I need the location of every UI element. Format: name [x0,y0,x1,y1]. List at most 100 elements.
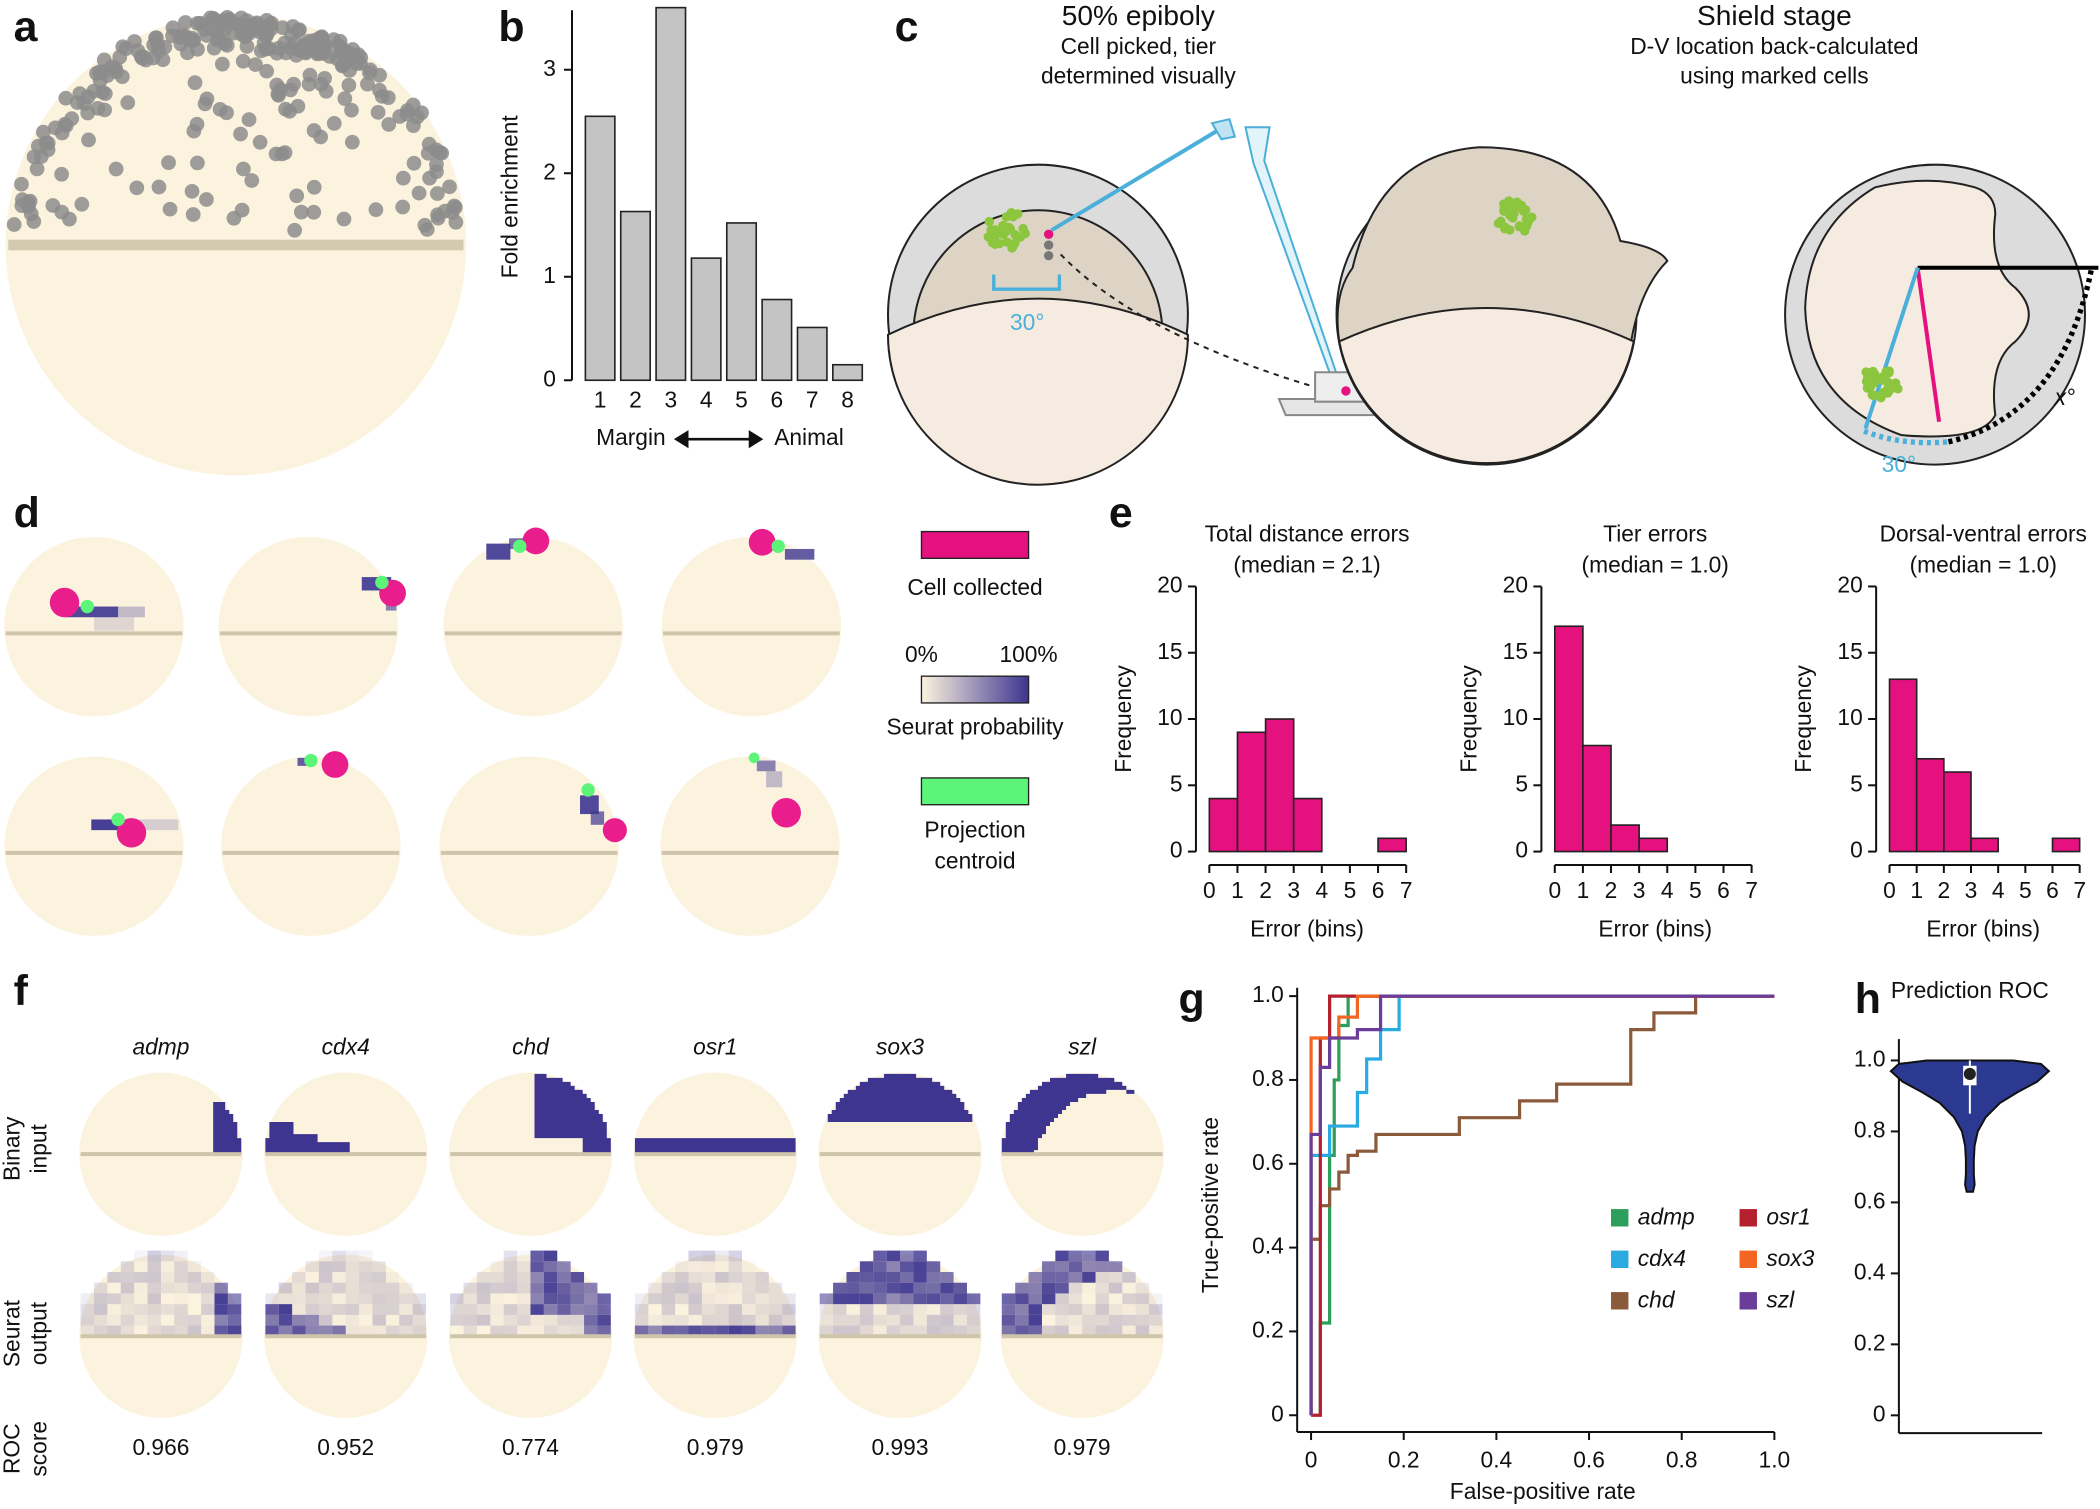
seurat-cell [913,1304,927,1315]
seurat-cell [742,1272,756,1283]
seurat-cell [953,1282,967,1294]
seurat-cell [265,1314,279,1326]
cell-dot [199,91,215,107]
seurat-cell [886,1314,901,1326]
cell-collected [771,798,801,828]
cell-dot [190,155,205,171]
seurat-cell [1068,1250,1083,1262]
binary-input [213,1101,242,1155]
seurat-cell [305,1314,319,1326]
y-tick-label: 0 [1850,837,1863,863]
seurat-cell [597,1325,611,1337]
marked-cell [1500,222,1510,232]
cell-dot [81,132,96,148]
seurat-cell [147,1304,161,1315]
legend-label: sox3 [1766,1245,1814,1271]
embryo [443,536,623,717]
seurat-cell [913,1314,927,1326]
binary-input [534,1073,611,1155]
seurat-cell [201,1304,215,1315]
seurat-cell [873,1304,886,1315]
bar [832,363,864,382]
x-tick-label: 6 [1372,877,1385,903]
seurat-cell [688,1282,702,1294]
cell-dot [248,57,263,72]
seurat-cell [661,1293,676,1305]
seurat-cell [359,1315,372,1326]
x-tick-label: 4 [1661,877,1674,903]
seurat-cell [1028,1272,1042,1283]
cell-dot [80,105,96,121]
seurat-cell [1082,1272,1096,1283]
cell-dot [33,149,49,164]
seurat-cell [278,1314,293,1326]
cell-dot [395,170,411,186]
seurat-cell [503,1282,518,1294]
seurat-cell [93,1293,108,1305]
legend-swatch [920,777,1030,806]
seurat-cell [543,1325,558,1337]
seurat-cell [306,1272,319,1283]
seurat-cell [530,1261,544,1273]
seurat-cell [742,1282,756,1294]
seurat-cell [1028,1282,1042,1294]
legend-swatch [1611,1250,1629,1268]
cell-dot [54,166,69,182]
embryo [661,536,842,717]
marked-cell [1882,388,1893,398]
x-tick-label: 3 [1287,877,1300,903]
x-tick-label: 1 [594,387,607,413]
legend-label: admp [1638,1203,1695,1229]
margin-band [8,239,464,251]
seurat-cell [93,1314,108,1326]
y-tick-label: 0.8 [1854,1116,1886,1142]
seurat-cell [332,1272,345,1283]
seurat-cell [715,1325,729,1337]
seurat-cell [1015,1282,1029,1294]
seurat-cell [782,1314,796,1326]
seurat-cell [1108,1325,1123,1337]
seurat-cell [1082,1314,1096,1326]
seurat-cell [463,1282,477,1294]
cell-dot [362,62,378,78]
seurat-cell [926,1272,941,1283]
seurat-cell [292,1304,306,1315]
seurat-cell [1082,1304,1096,1315]
label: Cell picked, tier [1061,33,1217,59]
seurat-cell [702,1283,715,1294]
legend-swatch [1739,1209,1757,1227]
seurat-cell [742,1325,756,1337]
seurat-cell [1001,1304,1016,1315]
seurat-cell [359,1261,373,1273]
seurat-cell [201,1293,215,1305]
seurat-cell [543,1250,558,1262]
y-tick-label: 2 [543,158,556,184]
seurat-cell [463,1314,477,1326]
seurat-cell [886,1282,901,1294]
seurat-cell [385,1293,400,1305]
seurat-cell [728,1282,743,1294]
seurat-cell [517,1251,530,1262]
seurat-cell [873,1314,887,1326]
seurat-cell [517,1314,531,1326]
seurat-cell [900,1282,914,1294]
cell-dot [58,90,74,106]
y-tick-label: 0.4 [1252,1233,1284,1259]
cell-dot [151,43,167,59]
probability-cell [91,819,125,831]
seurat-cell [833,1304,847,1315]
seurat-cell [490,1325,504,1337]
seurat-cell [530,1293,544,1305]
legend-swatch [1611,1209,1629,1227]
seurat-cell [517,1293,531,1305]
seurat-cell [530,1250,544,1262]
seurat-cell [1001,1325,1016,1337]
x-tick-label: 6 [771,387,784,413]
centroid [111,812,125,827]
seurat-cell [1082,1293,1095,1304]
seurat-cell [1068,1314,1083,1326]
seurat-cell [1001,1293,1016,1305]
seurat-cell [728,1250,743,1262]
y-axis-label: Frequency [1110,665,1136,773]
seurat-cell [134,1304,148,1315]
